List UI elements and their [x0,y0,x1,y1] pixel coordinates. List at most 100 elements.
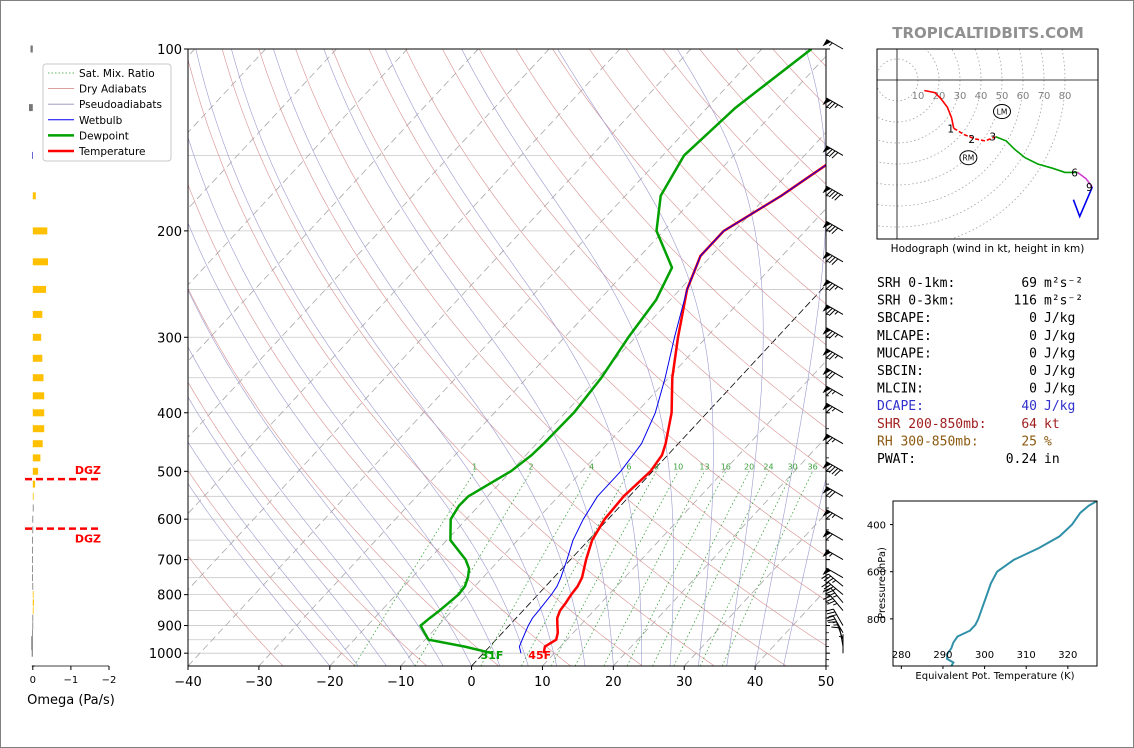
param-value: 69 [1021,276,1037,291]
barb-half-flag [834,104,839,108]
x-tick-label: 0 [467,675,475,690]
barb-flag [822,595,832,600]
omega-bar [32,258,48,266]
pseudoadiabat [273,49,586,666]
dry-adiabat [552,49,826,346]
param-value: 40 [1021,399,1037,414]
barb-half-flag [829,42,833,47]
mixing-ratio-label: 1 [472,462,477,471]
barb-flag [828,309,836,316]
barb-flag [826,189,833,196]
surface-temperature-label: 45F [528,649,551,662]
legend-label: Dry Adiabats [79,84,147,96]
barb-flag [828,284,836,291]
barb-half-flag [831,514,836,518]
mixing-ratio-label: 13 [699,462,709,471]
wind-barb [822,433,844,445]
barb-flag [828,372,836,380]
skewt-frame [187,48,827,667]
param-unit: J/kg [1044,382,1075,397]
omega-bar [32,526,34,534]
omega-bar [31,649,33,657]
barb-flag [826,618,836,622]
surface-dewpoint-label: 31F [481,649,504,662]
y-tick-label: 800 [157,589,182,604]
omega-tick-label: −1 [64,675,79,686]
barb-flag [826,101,833,108]
theta-x-axis-label: Equivalent Pot. Temperature (K) [915,671,1074,682]
y-tick-label: 600 [157,513,182,528]
barb-pennant [822,461,831,469]
barb-flag [825,615,834,619]
barb-pennant [822,348,831,356]
param-label: SRH 0-1km: [877,276,955,291]
omega-bar [32,607,34,615]
theta-x-tick-label: 300 [975,650,994,661]
wind-barb [822,39,844,50]
param-label: DCAPE: [877,399,924,414]
dry-adiabat [515,49,826,387]
param-unit: in [1044,452,1060,467]
barb-pennant [822,368,831,376]
theta-x-tick-label: 280 [892,650,911,661]
mixing-ratio-labels: 1 2 4 6 8 10 13 16 20 24 30 36 [472,462,817,471]
y-tick-label: 400 [157,407,182,422]
wind-barb [821,573,844,587]
omega-axis-label: Omega (Pa/s) [27,693,115,708]
pseudoadiabat [323,49,614,666]
omega-bar [32,440,43,448]
param-value: 116 [1014,294,1037,309]
mixing-ratio-label: 8 [654,462,659,471]
barb-flag [826,282,833,290]
hodograph-height-label: 3 [989,132,996,144]
dry-adiabat [295,49,826,646]
wind-barb [822,567,844,579]
barb-flag [834,469,842,477]
mixing-ratio-line [353,471,476,666]
dgz-label: DGZ [75,533,101,546]
barb-flag [828,102,836,110]
mixing-ratio-line [414,471,532,666]
x-tick-label: 40 [747,675,764,690]
omega-bar [32,151,33,159]
omega-bar [32,599,34,607]
hodograph-segment [995,135,1078,174]
omega-bar [32,392,45,400]
param-label: PWAT: [877,452,916,467]
mixing-ratio-line [574,471,679,666]
wind-barb [822,367,844,380]
hodograph-height-label: 1 [947,123,954,135]
legend-label: Dewpoint [79,130,129,142]
barb-pennant [822,186,831,194]
mixing-ratio-line [603,471,705,666]
omega-bar [32,546,33,554]
omega-bar [32,285,47,293]
barb-flag [826,489,833,497]
wind-barb [822,530,844,541]
pseudoadiabat [188,289,444,666]
barb-pennant [822,486,831,494]
barb-half-flag [831,438,836,443]
barb-flag [825,590,834,595]
param-unit: kt [1044,417,1060,432]
mixing-ratio-label: 36 [807,462,817,471]
param-label: RH 300-850mb: [877,434,979,449]
mixing-ratio-label: 6 [626,462,631,471]
barb-flag [828,150,836,157]
param-label: SRH 0-3km: [877,294,955,309]
barb-pennant [822,327,831,335]
barb-flag [828,353,836,360]
y-tick-label: 100 [157,43,182,58]
theta-x-tick-label: 310 [1017,650,1036,661]
barb-flag [823,583,832,590]
wind-barb [822,461,844,477]
barb-flag [828,491,836,498]
legend-label: Temperature [78,146,146,158]
x-tick-label: 20 [605,675,622,690]
y-tick-label: 500 [157,465,182,480]
omega-bar [32,409,45,417]
omega-bar [32,492,34,500]
param-value: 0 [1029,364,1037,379]
param-value: 0 [1029,346,1037,361]
isotherm-line [188,49,763,666]
